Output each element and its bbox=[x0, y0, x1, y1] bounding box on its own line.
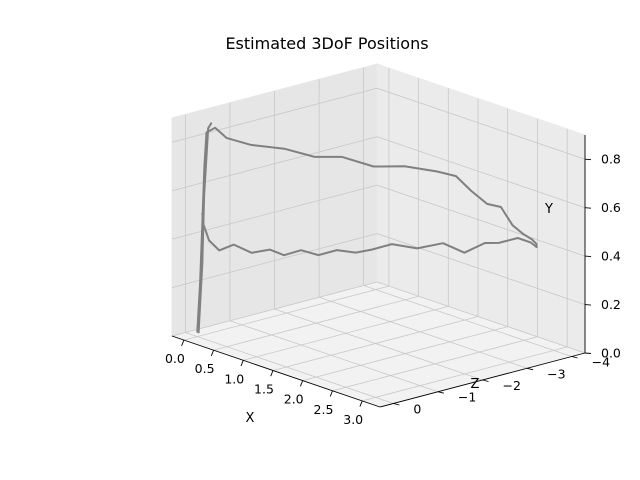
y-tick bbox=[584, 255, 592, 258]
z-tick-label: −1 bbox=[458, 390, 476, 405]
grid-line-y bbox=[376, 136, 586, 209]
y-tick bbox=[584, 352, 592, 354]
x-tick-label: 2.5 bbox=[314, 402, 334, 417]
y-axis-label: Y bbox=[544, 202, 553, 217]
x-tick bbox=[181, 339, 185, 346]
grid-line-y bbox=[171, 281, 378, 337]
axis-labels: X Y Z bbox=[246, 202, 553, 426]
y-tick bbox=[584, 304, 592, 306]
grid-line-y bbox=[376, 281, 586, 354]
tick-marks bbox=[181, 158, 592, 407]
trajectory-line-1 bbox=[196, 126, 538, 333]
y-tick-label: 0.6 bbox=[601, 200, 621, 215]
grid-line-z bbox=[318, 296, 528, 369]
x-axis-label: X bbox=[246, 411, 255, 426]
x-tick-label: 2.0 bbox=[284, 392, 304, 407]
grid-line-z bbox=[229, 320, 439, 393]
grid-line-z bbox=[274, 308, 483, 381]
y-tick bbox=[584, 207, 592, 209]
z-tick-label: −2 bbox=[503, 378, 521, 393]
y-tick-label: 0.2 bbox=[601, 297, 621, 312]
chart-title: Estimated 3DoF Positions bbox=[225, 34, 428, 53]
x-axis-line bbox=[171, 335, 381, 408]
z-tick bbox=[393, 403, 400, 406]
x-tick bbox=[270, 370, 274, 377]
tick-labels: 0.00.51.01.52.02.53.00−1−2−3−40.00.20.40… bbox=[165, 152, 621, 427]
x-tick-label: 3.0 bbox=[343, 412, 363, 427]
grid-line-y bbox=[376, 184, 586, 257]
x-tick bbox=[299, 380, 304, 387]
grid-line-z bbox=[185, 332, 394, 404]
trajectory-line-2 bbox=[197, 122, 213, 334]
z-tick bbox=[482, 379, 489, 382]
y-tick bbox=[584, 158, 592, 161]
x-tick bbox=[329, 390, 333, 397]
x-tick bbox=[240, 360, 244, 367]
y-tick-label: 0.4 bbox=[601, 249, 621, 264]
grid-line-y bbox=[171, 136, 378, 192]
y-tick-label: 0.0 bbox=[601, 346, 621, 361]
x-tick-label: 0.5 bbox=[195, 361, 215, 376]
x-tick-label: 0.0 bbox=[165, 351, 185, 366]
z-tick bbox=[526, 367, 534, 371]
z-tick bbox=[571, 356, 578, 359]
z-tick-label: 0 bbox=[413, 402, 421, 417]
x-tick-label: 1.0 bbox=[224, 371, 244, 386]
y-tick-label: 0.8 bbox=[601, 152, 621, 167]
data-series bbox=[196, 122, 538, 334]
z-tick-label: −3 bbox=[547, 366, 565, 381]
grid-lines bbox=[171, 67, 586, 404]
grid-line-y bbox=[376, 87, 586, 160]
x-tick-label: 1.5 bbox=[254, 382, 274, 397]
grid-line-y bbox=[171, 233, 378, 288]
x-tick bbox=[210, 350, 215, 357]
z-tick-label: −4 bbox=[592, 355, 610, 370]
x-tick bbox=[359, 400, 363, 407]
z-tick bbox=[437, 391, 445, 394]
axis-panes bbox=[170, 63, 587, 408]
grid-line-y bbox=[376, 233, 586, 305]
grid-line-z bbox=[363, 285, 572, 357]
z-axis-label: Z bbox=[471, 377, 480, 392]
